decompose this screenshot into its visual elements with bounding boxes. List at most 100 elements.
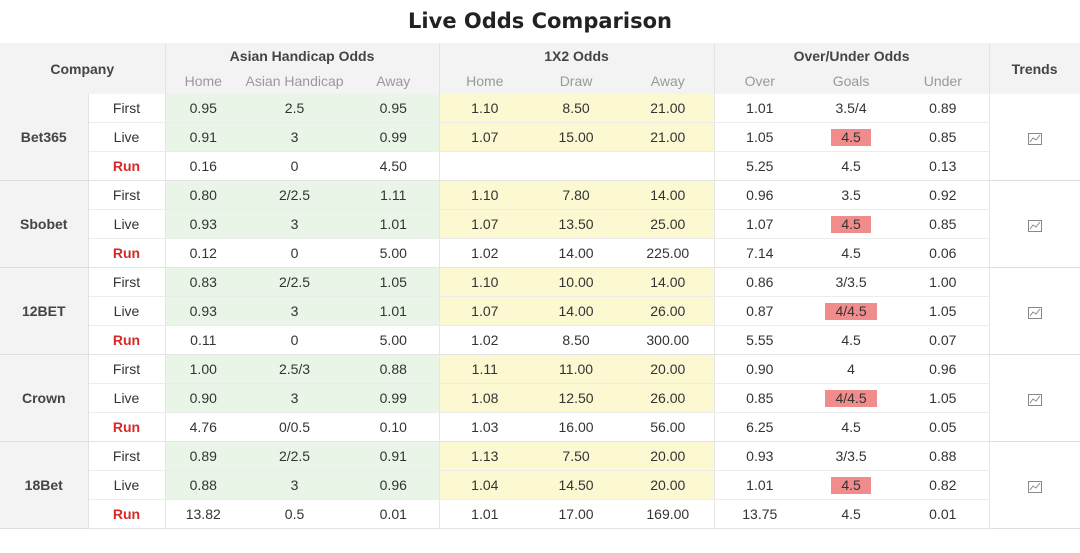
line-chart-icon[interactable] [1027, 306, 1042, 320]
row-type-label: Run [88, 151, 166, 181]
ah-home-odds: 0.91 [165, 122, 242, 152]
ou-under-odds: 1.05 [897, 296, 990, 326]
ah-away-odds: 5.00 [348, 325, 440, 355]
x12-draw-odds: 14.00 [530, 238, 623, 268]
x12-home-subheader: Home [439, 68, 531, 94]
x12-away-odds: 26.00 [622, 296, 715, 326]
x12-home-odds: 1.02 [439, 238, 531, 268]
ou-over-subheader: Over [714, 68, 806, 94]
goals-highlight: 4/4.5 [825, 389, 877, 407]
ah-handicap-odds: 2/2.5 [241, 267, 349, 297]
line-chart-icon[interactable] [1027, 132, 1042, 146]
ou-over-odds: 5.55 [714, 325, 806, 355]
odds-row: 12BET First 0.83 2/2.5 1.05 1.10 10.00 14.00 0.8… [0, 267, 1080, 355]
x12-away-odds: 21.00 [622, 122, 715, 152]
ou-goals-odds: 4 [805, 354, 898, 384]
ou-goals-odds: 3.5 [805, 180, 898, 210]
odds-row: Live 0.91 3 0.99 1.07 15.00 21.00 1.05 4.5 0.85 [0, 122, 1080, 152]
ou-under-odds: 0.01 [897, 499, 990, 529]
odds-row: Live 0.93 3 1.01 1.07 13.50 25.00 1.07 4.5 0.85 [0, 209, 1080, 239]
x12-home-odds [439, 151, 531, 181]
ah-home-odds: 0.80 [165, 180, 242, 210]
trends-header: Trends [989, 43, 1080, 94]
x12-draw-odds: 13.50 [530, 209, 623, 239]
x12-away-odds: 20.00 [622, 441, 715, 471]
ah-home-odds: 0.90 [165, 383, 242, 413]
x12-draw-odds: 15.00 [530, 122, 623, 152]
ou-over-odds: 0.85 [714, 383, 806, 413]
line-chart-icon[interactable] [1027, 393, 1042, 407]
ou-over-odds: 1.05 [714, 122, 806, 152]
ah-handicap-odds: 2/2.5 [241, 441, 349, 471]
ou-over-odds: 0.87 [714, 296, 806, 326]
x12-draw-odds: 8.50 [530, 94, 623, 123]
ah-away-odds: 0.96 [348, 470, 440, 500]
ou-under-odds: 0.07 [897, 325, 990, 355]
row-type-label: First [88, 94, 166, 123]
x12-draw-odds: 11.00 [530, 354, 623, 384]
ah-handicap-odds: 0/0.5 [241, 412, 349, 442]
row-type-label: Live [88, 122, 166, 152]
ah-handicap-odds: 2.5/3 [241, 354, 349, 384]
ou-goals-odds: 3/3.5 [805, 267, 898, 297]
x12-draw-subheader: Draw [530, 68, 623, 94]
ou-goals-odds: 4.5 [805, 151, 898, 181]
ah-home-odds: 4.76 [165, 412, 242, 442]
row-type-label: Live [88, 383, 166, 413]
ou-goals-odds: 3.5/4 [805, 94, 898, 123]
goals-highlight: 4.5 [831, 128, 871, 146]
x12-away-odds: 20.00 [622, 470, 715, 500]
ah-away-subheader: Away [348, 68, 440, 94]
trend-cell [988, 441, 1080, 529]
ah-handicap-odds: 3 [241, 122, 349, 152]
ah-handicap-odds: 3 [241, 470, 349, 500]
x12-home-odds: 1.08 [439, 383, 531, 413]
line-chart-icon[interactable] [1027, 219, 1042, 233]
row-type-label: First [88, 180, 166, 210]
ou-over-odds: 1.01 [714, 470, 806, 500]
row-type-label: Live [88, 296, 166, 326]
ou-under-odds: 0.05 [897, 412, 990, 442]
odds-row: Run 0.11 0 5.00 1.02 8.50 300.00 5.55 4.5 0.07 [0, 325, 1080, 355]
x12-away-odds: 26.00 [622, 383, 715, 413]
ou-over-odds: 6.25 [714, 412, 806, 442]
x12-away-odds: 56.00 [622, 412, 715, 442]
ah-home-subheader: Home [165, 68, 242, 94]
x12-home-odds: 1.07 [439, 296, 531, 326]
x12-draw-odds [530, 151, 623, 181]
ou-under-odds: 0.89 [897, 94, 990, 123]
trend-cell [988, 180, 1080, 268]
ou-under-odds: 0.85 [897, 122, 990, 152]
ah-home-odds: 0.16 [165, 151, 242, 181]
ah-away-odds: 0.88 [348, 354, 440, 384]
ah-away-odds: 4.50 [348, 151, 440, 181]
x12-draw-odds: 17.00 [530, 499, 623, 529]
ou-over-odds: 1.07 [714, 209, 806, 239]
company-name: Bet365 [0, 94, 89, 181]
ou-under-odds: 0.06 [897, 238, 990, 268]
row-type-label: Run [88, 499, 166, 529]
ah-home-odds: 0.88 [165, 470, 242, 500]
goals-highlight: 4/4.5 [825, 302, 877, 320]
row-type-label: First [88, 354, 166, 384]
odds-row: Run 4.76 0/0.5 0.10 1.03 16.00 56.00 6.25 4.5 0.0… [0, 412, 1080, 442]
row-type-label: Run [88, 238, 166, 268]
x12-draw-odds: 7.50 [530, 441, 623, 471]
x12-away-odds: 14.00 [622, 180, 715, 210]
company-name: 18Bet [0, 441, 89, 529]
ah-handicap-odds: 2.5 [241, 94, 349, 123]
goals-highlight: 4.5 [831, 215, 871, 233]
1x2-header: 1X2 Odds [439, 43, 715, 68]
ou-over-odds: 0.93 [714, 441, 806, 471]
ah-away-odds: 0.99 [348, 383, 440, 413]
line-chart-icon[interactable] [1027, 480, 1042, 494]
odds-row: Sbobet First 0.80 2/2.5 1.11 1.10 7.80 14.00 0.9… [0, 180, 1080, 268]
ah-away-odds: 0.99 [348, 122, 440, 152]
ou-goals-cell: 4/4.5 [805, 383, 898, 413]
ah-home-odds: 0.93 [165, 296, 242, 326]
ou-under-subheader: Under [897, 68, 990, 94]
odds-row: Live 0.93 3 1.01 1.07 14.00 26.00 0.87 4/4.5 1.05 [0, 296, 1080, 326]
ah-home-odds: 0.12 [165, 238, 242, 268]
ou-under-odds: 0.85 [897, 209, 990, 239]
x12-home-odds: 1.07 [439, 122, 531, 152]
